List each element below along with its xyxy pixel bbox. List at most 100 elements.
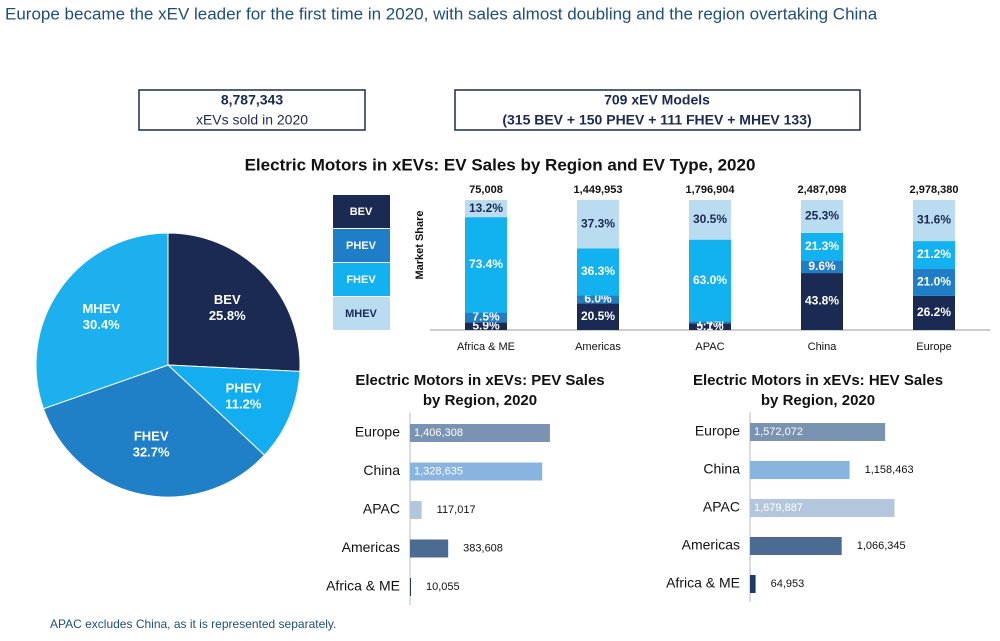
y-tick-label: APAC xyxy=(363,501,400,517)
total-label: 2,487,098 xyxy=(798,184,847,196)
data-label: 1,158,463 xyxy=(865,464,914,476)
data-label: 36.3% xyxy=(581,264,615,278)
data-label: 13.2% xyxy=(469,201,503,215)
total-label: 1,796,904 xyxy=(686,184,736,196)
data-label: 37.3% xyxy=(581,216,615,230)
legend-swatch xyxy=(333,195,390,228)
bar-segment xyxy=(689,323,731,330)
bar-segment xyxy=(465,322,507,330)
data-label: 26.2% xyxy=(917,305,951,319)
bar-segment xyxy=(577,199,619,249)
bar-segment xyxy=(465,312,507,323)
legend-label: MHEV xyxy=(345,308,377,320)
bar xyxy=(750,575,756,593)
x-tick-label: Africa & ME xyxy=(457,341,515,353)
y-tick-label: China xyxy=(363,462,400,478)
y-tick-label: Americas xyxy=(682,537,740,553)
slice-value: 32.7% xyxy=(133,445,170,460)
bar-segment xyxy=(801,260,843,274)
y-tick-label: Europe xyxy=(695,423,740,439)
bar-segment xyxy=(913,241,955,269)
data-label: 9.6% xyxy=(808,259,836,273)
legend-label: PHEV xyxy=(346,240,377,252)
data-label: 43.8% xyxy=(805,294,839,308)
data-label: 383,608 xyxy=(463,542,503,554)
total-label: 2,978,380 xyxy=(910,184,959,196)
bar-segment xyxy=(801,232,843,261)
bar xyxy=(750,461,850,479)
bar-segment xyxy=(913,295,955,330)
data-label: 25.3% xyxy=(805,209,839,223)
footnote: APAC excludes China, as it is represente… xyxy=(50,617,336,631)
chart-title: Electric Motors in xEVs: PEV Sales by Re… xyxy=(355,372,605,409)
bar xyxy=(750,537,842,555)
total-label: 75,008 xyxy=(469,184,503,196)
data-label: 1,572,072 xyxy=(754,426,803,438)
data-label: 21.2% xyxy=(917,247,951,261)
bar xyxy=(410,501,422,519)
y-tick-label: Europe xyxy=(355,424,400,440)
bar-segment xyxy=(689,321,731,324)
y-tick-label: APAC xyxy=(703,499,740,515)
bar xyxy=(410,539,449,558)
data-label: 64,953 xyxy=(771,578,805,590)
data-label: 117,017 xyxy=(437,504,476,516)
bar-segment xyxy=(465,200,507,218)
bar-segment xyxy=(913,200,955,242)
bar xyxy=(410,424,550,442)
stat-value: 8,787,343 xyxy=(221,92,283,108)
bar xyxy=(410,578,412,596)
slice-label: MHEV xyxy=(82,301,120,316)
y-tick-label: Africa & ME xyxy=(666,575,740,591)
stat-value: 709 xEV Models xyxy=(604,92,710,108)
data-label: 7.5% xyxy=(472,310,500,324)
bar-segment xyxy=(801,200,843,233)
bar-segment xyxy=(689,239,731,322)
data-label: 10,055 xyxy=(426,581,460,593)
bar-segment xyxy=(913,268,955,296)
bar-segment xyxy=(577,248,619,296)
x-tick-label: APAC xyxy=(695,341,724,353)
bar-segment xyxy=(689,200,731,240)
data-label: 20.5% xyxy=(581,309,615,323)
slice-value: 25.8% xyxy=(209,308,246,323)
stat-label: (315 BEV + 150 PHEV + 111 FHEV + MHEV 13… xyxy=(502,112,811,128)
legend-swatch xyxy=(333,263,390,296)
legend-swatch xyxy=(333,297,390,330)
legend-swatch xyxy=(333,229,390,262)
data-label: 63.0% xyxy=(693,273,727,287)
stat-label: xEVs sold in 2020 xyxy=(196,112,308,128)
y-tick-label: China xyxy=(703,461,740,477)
bar-segment xyxy=(801,273,843,330)
y-axis-label: Market Share xyxy=(414,210,426,279)
total-label: 1,449,953 xyxy=(574,184,623,196)
chart-title: Electric Motors in xEVs: HEV Sales by Re… xyxy=(692,372,944,409)
data-label: 30.5% xyxy=(693,212,727,226)
bar xyxy=(750,499,895,517)
data-label: 73.4% xyxy=(469,257,503,271)
headline: Europe became the xEV leader for the fir… xyxy=(5,4,878,23)
slice-value: 11.2% xyxy=(225,396,262,411)
y-tick-label: Africa & ME xyxy=(326,578,400,594)
bar xyxy=(750,423,886,441)
slice-label: PHEV xyxy=(226,380,262,395)
slice-label: FHEV xyxy=(134,429,169,444)
data-label: 1,328,635 xyxy=(414,465,463,477)
bar-segment xyxy=(465,217,507,313)
pie-slice xyxy=(42,364,266,498)
stat-box xyxy=(454,89,861,131)
data-label: 21.3% xyxy=(805,239,839,253)
legend-label: BEV xyxy=(350,206,373,218)
stat-box xyxy=(138,89,366,131)
bar-segment xyxy=(577,295,619,304)
data-label: 21.0% xyxy=(917,274,951,288)
bar-segment xyxy=(577,303,619,330)
data-label: 1,406,308 xyxy=(414,427,463,439)
data-label: 31.6% xyxy=(917,213,951,227)
data-label: 1,679,887 xyxy=(754,502,803,514)
data-label: 1,066,345 xyxy=(857,540,906,552)
pie-slice xyxy=(167,232,301,372)
pie-slice xyxy=(35,232,169,410)
